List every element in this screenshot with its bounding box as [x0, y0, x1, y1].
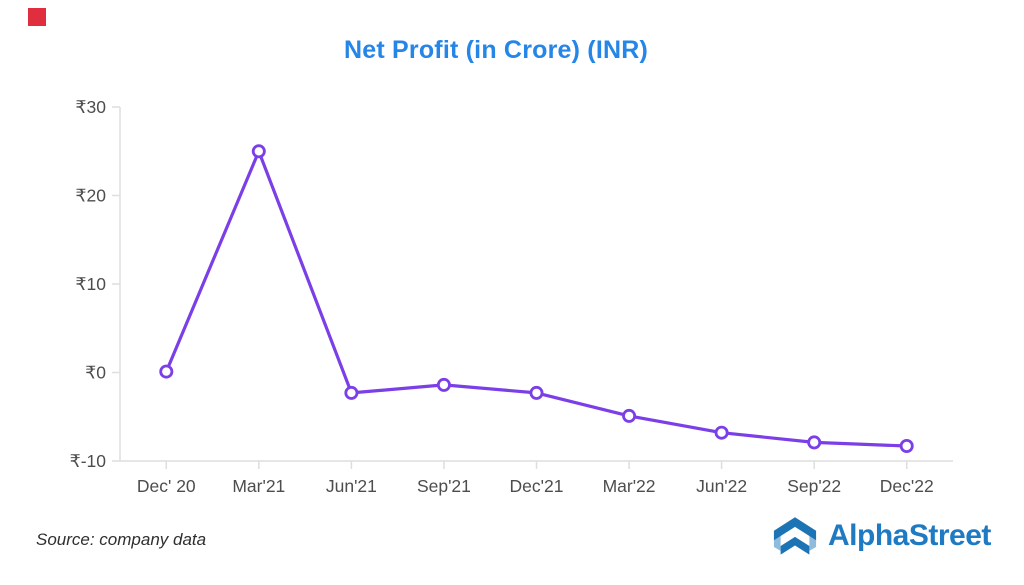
- axes: ₹30 ₹20 ₹10 ₹0 ₹-10 Dec' 20 Mar'21 Jun'21 Sep'21…: [70, 97, 953, 496]
- x-axis-label: Sep'21: [417, 476, 471, 496]
- y-axis-label: ₹20: [75, 186, 106, 206]
- alphastreet-logo-icon: [773, 517, 817, 555]
- x-axis-label: Mar'22: [603, 476, 656, 496]
- x-axis-label: Dec'21: [510, 476, 564, 496]
- x-axis-label: Jun'22: [696, 476, 747, 496]
- brand-name: AlphaStreet: [828, 518, 991, 552]
- y-axis-label: ₹-10: [70, 451, 107, 471]
- y-axis-label: ₹30: [75, 97, 106, 117]
- series-line: [164, 149, 909, 448]
- x-axis-label: Mar'21: [232, 476, 285, 496]
- brand-logo: AlphaStreet: [772, 515, 991, 556]
- data-point: [529, 385, 544, 400]
- y-axis-label: ₹10: [75, 274, 106, 294]
- x-axis-label: Dec' 20: [137, 476, 196, 496]
- x-axis-label: Dec'22: [880, 476, 934, 496]
- x-axis-label: Jun'21: [326, 476, 377, 496]
- data-point: [622, 408, 637, 423]
- data-point: [159, 364, 174, 379]
- data-point: [251, 144, 266, 159]
- y-axis-label: ₹0: [85, 363, 106, 383]
- data-point: [807, 435, 822, 450]
- data-point: [344, 385, 359, 400]
- data-point: [436, 377, 451, 392]
- source-note: Source: company data: [36, 530, 207, 549]
- red-square-marker: [28, 8, 46, 26]
- x-axis-label: Sep'22: [787, 476, 841, 496]
- data-point: [714, 425, 729, 440]
- data-point: [899, 438, 914, 453]
- chart-title: Net Profit (in Crore) (INR): [344, 36, 648, 64]
